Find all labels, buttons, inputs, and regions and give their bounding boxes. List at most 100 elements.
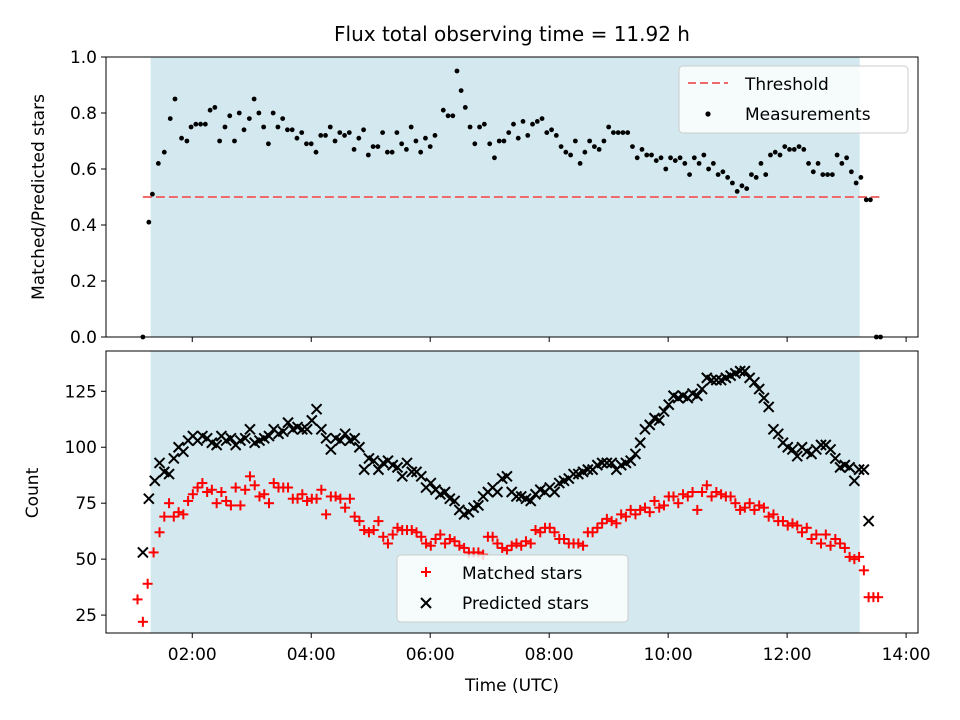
- predicted-star-point: [401, 457, 413, 469]
- matched-star-point: [206, 484, 217, 495]
- matched-star-point: [749, 504, 760, 515]
- matched-star-point: [240, 484, 251, 495]
- matched-star-point: [625, 504, 636, 515]
- measurement-point: [375, 144, 381, 150]
- matched-star-point: [701, 480, 712, 491]
- matched-star-point: [344, 493, 355, 504]
- matched-star-point: [611, 518, 622, 529]
- measurement-point: [198, 121, 203, 127]
- measurement-point: [639, 147, 645, 152]
- measurement-point: [753, 175, 759, 180]
- matched-star-point: [202, 487, 213, 497]
- predicted-star-point: [439, 486, 451, 498]
- matched-star-point: [858, 565, 869, 576]
- predicted-star-point: [301, 423, 313, 436]
- measurement-point: [706, 166, 712, 172]
- predicted-star-point: [306, 414, 318, 427]
- predicted-star-point: [339, 428, 351, 440]
- matched-star-point: [321, 509, 332, 520]
- legend-threshold-label: Threshold: [744, 75, 829, 95]
- measurement-point: [863, 197, 869, 203]
- measurement-point: [361, 127, 366, 133]
- predicted-star-point: [239, 432, 251, 444]
- measurement-point: [458, 88, 464, 93]
- measurement-point: [179, 135, 184, 141]
- measurement-point: [601, 138, 607, 144]
- predicted-star-point: [310, 403, 323, 415]
- measurement-point: [634, 155, 640, 161]
- measurement-point: [492, 155, 497, 161]
- matched-star-point: [825, 540, 836, 551]
- predicted-star-point: [772, 428, 784, 440]
- measurement-point: [365, 152, 371, 158]
- matched-star-point: [606, 516, 617, 527]
- measurement-point: [520, 119, 526, 124]
- measurement-point: [549, 127, 554, 133]
- measurement-point: [511, 121, 516, 127]
- predicted-star-point: [425, 477, 437, 489]
- predicted-star-point: [567, 468, 580, 480]
- matched-star-point: [549, 527, 560, 538]
- measurement-point: [462, 105, 468, 110]
- measurement-point: [668, 155, 673, 161]
- measurement-point: [630, 144, 635, 150]
- matched-star-points: [132, 471, 884, 627]
- measurement-point: [825, 172, 830, 178]
- matched-star-point: [516, 540, 527, 551]
- measurement-point: [791, 147, 797, 152]
- matched-star-point: [616, 509, 627, 520]
- measurement-point: [777, 152, 783, 158]
- matched-star-point: [387, 529, 398, 540]
- measurement-point: [246, 116, 252, 121]
- predicted-star-point: [448, 495, 461, 507]
- measurement-point: [515, 135, 521, 141]
- count-y-ticks: 25 50 75 100 125: [65, 382, 106, 626]
- matched-star-point: [148, 547, 159, 558]
- ratio-plot-frame: [105, 56, 919, 338]
- predicted-star-point: [491, 486, 504, 498]
- count-panel: 25 50 75 100 125 02:00 04:00 06:00 08:00 10:00 12…: [23, 350, 931, 696]
- measurement-point: [266, 141, 271, 147]
- measurement-point: [275, 124, 281, 130]
- predicted-star-point: [315, 423, 328, 436]
- matched-star-point: [768, 509, 779, 520]
- measurement-point: [413, 138, 419, 144]
- predicted-star-point: [739, 365, 751, 377]
- measurement-point: [477, 124, 482, 130]
- measurement-point: [217, 138, 223, 144]
- measurement-point: [423, 135, 428, 141]
- count-legend: Matched stars Predicted stars: [396, 554, 629, 623]
- matched-star-point: [363, 527, 374, 538]
- count-x-ticks: 02:00 04:00 06:00 08:00 10:00 12:00 14:00: [168, 633, 931, 665]
- predicted-star-point: [605, 457, 618, 469]
- matched-star-point: [763, 511, 774, 522]
- matched-star-point: [844, 551, 855, 562]
- matched-star-point: [168, 511, 179, 522]
- measurement-point: [432, 133, 438, 138]
- measurement-point: [796, 144, 802, 150]
- predicted-star-point: [320, 432, 332, 444]
- predicted-star-point: [510, 490, 523, 503]
- predicted-star-point: [137, 546, 149, 559]
- matched-star-point: [187, 489, 198, 500]
- matched-star-point: [137, 616, 148, 627]
- measurement-point: [327, 124, 333, 130]
- measurement-point: [380, 130, 386, 136]
- predicted-star-point: [853, 463, 865, 476]
- measurement-point: [445, 113, 451, 119]
- matched-star-point: [739, 502, 750, 513]
- matched-star-point: [597, 518, 608, 529]
- measurement-point: [730, 180, 735, 186]
- measurement-point: [687, 172, 692, 178]
- measurement-point: [596, 147, 602, 152]
- matched-star-point: [159, 511, 170, 522]
- measurement-point: [202, 121, 208, 127]
- matched-star-point: [297, 489, 308, 500]
- measurement-point: [644, 152, 650, 158]
- measurement-point: [146, 219, 152, 225]
- measurement-point: [739, 183, 745, 189]
- matched-star-point: [711, 487, 722, 497]
- measurement-point: [539, 116, 545, 121]
- legend-predicted-marker: [420, 597, 432, 609]
- measurement-point: [625, 130, 631, 136]
